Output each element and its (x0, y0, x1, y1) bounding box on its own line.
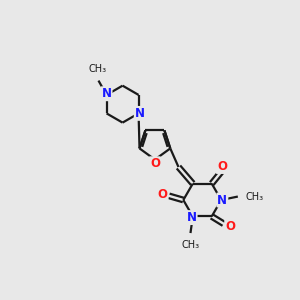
Text: O: O (150, 157, 160, 170)
Text: O: O (225, 220, 235, 233)
Text: N: N (187, 211, 196, 224)
Text: CH₃: CH₃ (88, 64, 106, 74)
Text: N: N (218, 194, 227, 206)
Text: N: N (102, 87, 112, 100)
Text: O: O (217, 160, 227, 173)
Text: O: O (158, 188, 167, 200)
Text: CH₃: CH₃ (182, 239, 200, 250)
Text: CH₃: CH₃ (246, 191, 264, 202)
Text: N: N (135, 107, 145, 120)
